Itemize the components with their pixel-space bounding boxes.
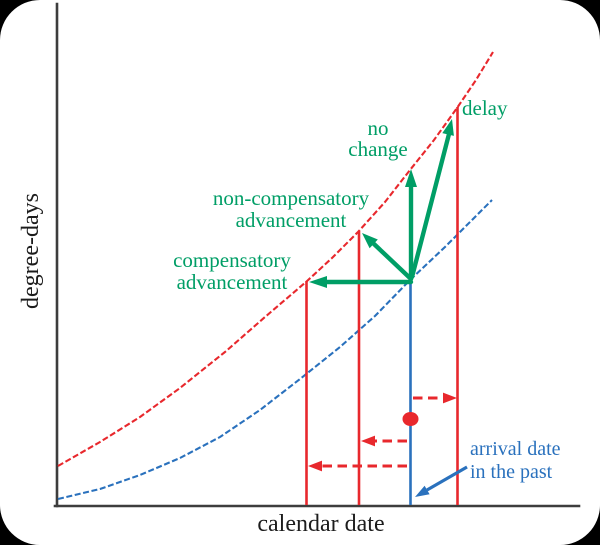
arrival-pointer-arrow [426,465,468,492]
compensatory-arrowhead-icon [309,276,327,288]
upper-curve-red [57,51,494,467]
non-compensatory-label-line2: advancement [235,208,347,232]
dashed-arrow-left-bottom-head-icon [308,460,322,472]
compensatory-label-line1: compensatory [173,248,291,272]
non-compensatory-label-line1: non-compensatory [212,186,370,210]
compensatory-label: compensatory advancement [122,249,342,293]
noncompensatory-arrowhead-icon [362,233,378,249]
arrival-date-label-line2: in the past [470,461,553,483]
x-axis-label: calendar date [257,511,385,537]
delay-arrow [409,131,452,280]
no-change-label: no change [318,118,438,160]
red-dashed-arrows-group [308,392,457,472]
dashed-arrow-right-head-icon [443,392,457,404]
no-change-arrowhead-icon [405,169,417,187]
arrival-date-label: arrival date in the past [470,438,561,484]
delay-label: delay [462,96,508,120]
y-axis-label: degree-days [18,193,44,309]
green-arrows-group [309,119,454,288]
compensatory-label-line2: advancement [176,270,288,294]
event-dot [402,412,419,426]
delay-arrowhead-icon [442,119,454,136]
dashed-arrow-left-mid-head-icon [361,435,375,447]
no-change-label-line1: no [367,116,389,140]
non-compensatory-label: non-compensatory advancement [181,187,401,231]
no-change-label-line2: change [348,137,408,161]
lower-curve-blue [57,199,493,501]
arrival-date-label-line1: arrival date [470,438,561,460]
arrival-pointer-arrowhead-icon [415,485,430,497]
noncompensatory-arrow [371,241,414,282]
